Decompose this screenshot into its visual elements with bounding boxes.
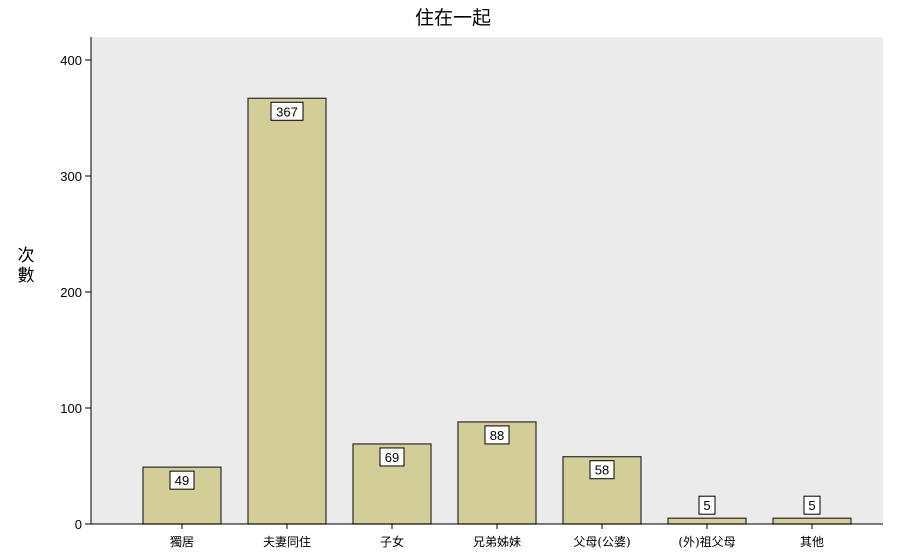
x-tick-label: 父母(公婆) <box>573 535 630 549</box>
bar <box>352 443 432 525</box>
data-label: 5 <box>808 498 815 513</box>
y-tick-label: 100 <box>60 401 82 416</box>
data-label: 49 <box>175 473 189 488</box>
bar <box>772 517 852 525</box>
data-label: 58 <box>595 463 609 478</box>
y-axis-label-group: 次數 <box>18 246 35 286</box>
data-label-box <box>270 101 304 121</box>
y-tick-label: 0 <box>75 517 82 532</box>
bars-layer: 49 367 69 88 58 5 5 <box>142 97 852 525</box>
x-tick-label: 獨居 <box>170 534 194 549</box>
x-tick-label: 子女 <box>380 534 404 549</box>
y-tick-label: 400 <box>60 53 82 68</box>
data-label: 88 <box>490 428 504 443</box>
y-axis-label: 次數 <box>18 246 35 286</box>
data-label: 69 <box>385 450 399 465</box>
y-ticks-layer: 0 100 200 300 400 <box>60 53 91 532</box>
chart-title: 住在一起 <box>415 7 491 29</box>
data-label: 5 <box>703 498 710 513</box>
data-label-box <box>698 495 716 515</box>
data-label-box <box>169 470 195 490</box>
y-axis-label-char: 次 <box>18 246 35 266</box>
y-axis-label-char: 數 <box>18 266 35 286</box>
data-label-box <box>803 495 821 515</box>
x-tick-label: 其他 <box>800 535 824 549</box>
x-labels-layer: 獨居 夫妻同住 子女 兄弟姊妹 父母(公婆) (外)祖父母 其他 <box>170 524 824 549</box>
data-label-box <box>589 460 615 480</box>
x-tick-label: 兄弟姊妹 <box>473 535 521 549</box>
x-tick-label: (外)祖父母 <box>678 534 735 549</box>
data-label: 367 <box>276 104 298 119</box>
y-tick-label: 200 <box>60 285 82 300</box>
y-tick-label: 300 <box>60 169 82 184</box>
data-label-box <box>379 447 405 467</box>
x-tick-label: 夫妻同住 <box>263 535 311 549</box>
bar <box>247 97 327 525</box>
bar <box>667 517 747 525</box>
data-label-box <box>484 425 510 445</box>
